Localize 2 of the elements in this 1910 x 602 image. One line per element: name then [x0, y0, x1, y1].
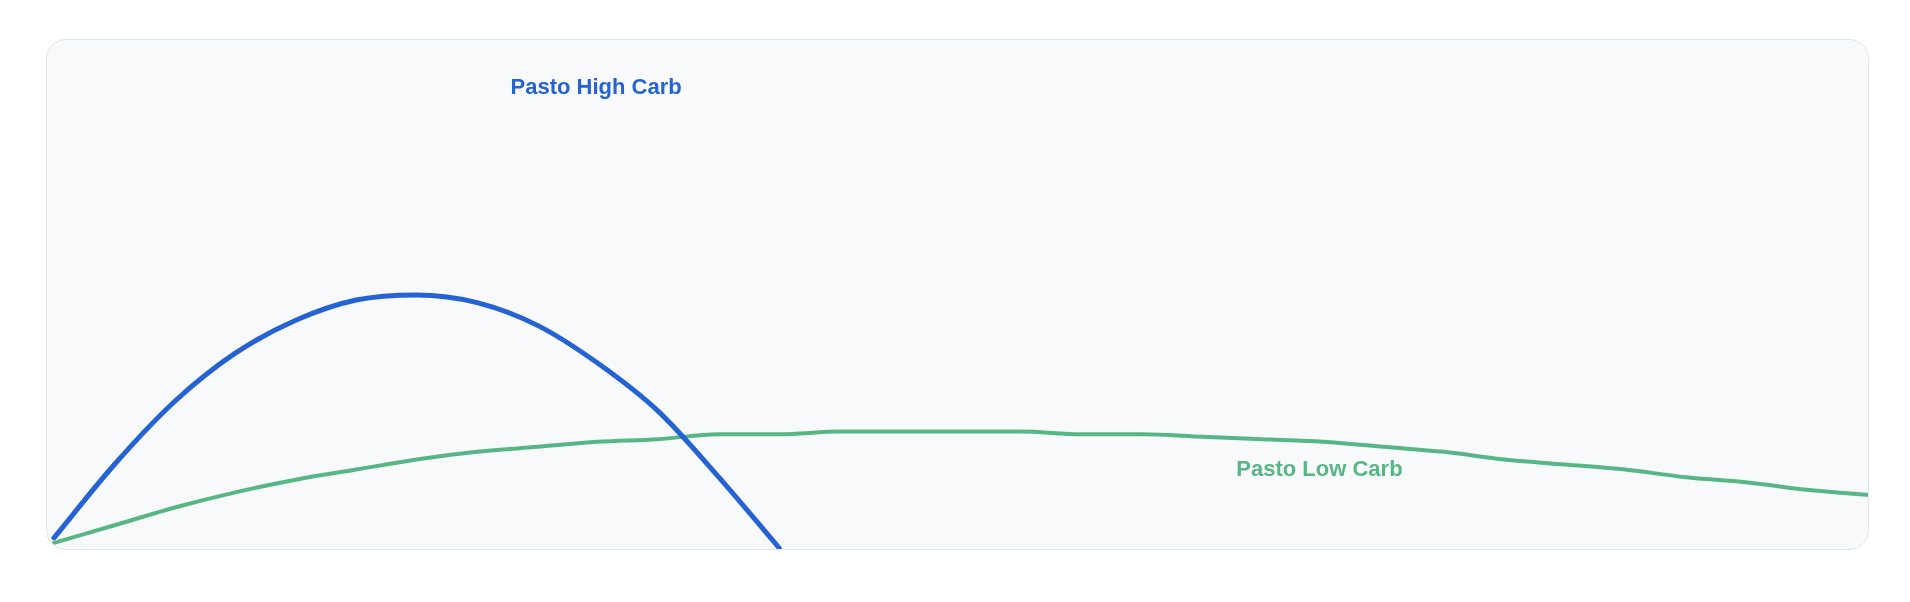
series-label: Pasto Low Carb — [1236, 456, 1403, 482]
text: Pasto High Carb — [510, 73, 682, 99]
